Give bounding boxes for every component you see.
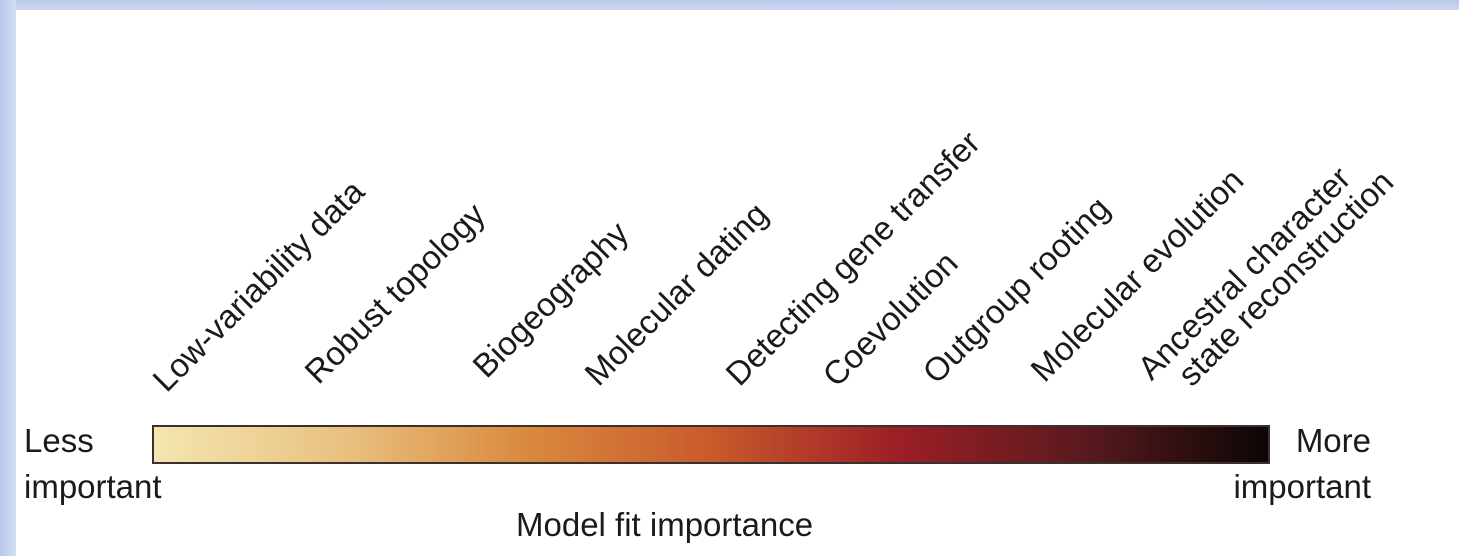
low-end-line-2: important <box>24 468 162 506</box>
window-frame-top <box>0 0 1459 10</box>
window-frame-left <box>0 0 16 556</box>
axis-title: Model fit importance <box>516 506 814 543</box>
high-end-line-2: important <box>1233 468 1371 506</box>
importance-gradient-bar <box>152 425 1270 464</box>
category-label-line: Outgroup rooting <box>915 189 1117 391</box>
high-end-line-1: More <box>1295 422 1371 459</box>
low-end-line-1: Less <box>24 422 94 459</box>
high-importance-label: More important <box>1233 422 1371 506</box>
category-label: Outgroup rooting <box>915 189 1117 391</box>
category-label: Ancestral character state reconstruction <box>1130 141 1400 408</box>
low-importance-label: Less important <box>24 422 162 506</box>
slide-panel <box>16 10 1459 556</box>
